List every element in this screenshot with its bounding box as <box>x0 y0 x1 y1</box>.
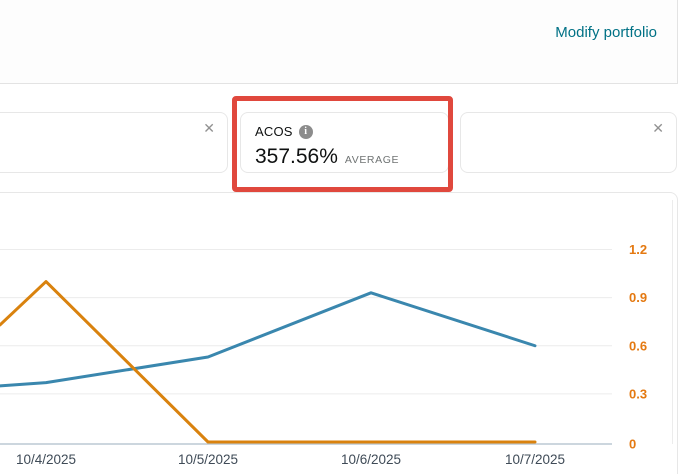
x-axis-tick-label: 10/7/2025 <box>505 452 565 467</box>
y-axis-tick-label: 0 <box>629 437 636 452</box>
x-axis-tick-label: 10/5/2025 <box>178 452 238 467</box>
chart-panel <box>0 192 678 474</box>
line-chart-svg: 0 0.3 0.6 0.9 1.2 10/4/2025 10/5/2025 10/6/2025… <box>0 200 673 467</box>
modify-portfolio-link[interactable]: Modify portfolio <box>555 24 657 41</box>
y-axis-tick-label: 0.9 <box>629 290 647 305</box>
acos-average-label: AVERAGE <box>344 154 400 166</box>
top-bar: Modify portfolio <box>0 0 678 84</box>
metric-card-right[interactable]: ✕ <box>460 112 677 173</box>
metric-card-left[interactable]: ✕ <box>0 112 228 173</box>
y-axis-tick-label: 0.3 <box>629 386 647 401</box>
close-icon[interactable]: ✕ <box>652 120 664 136</box>
y-axis-tick-label: 0.6 <box>629 338 647 353</box>
info-icon[interactable]: i <box>298 124 313 139</box>
metric-card-acos[interactable]: ACOS i 357.56% AVERAGE <box>240 112 449 173</box>
x-axis-tick-label: 10/6/2025 <box>341 452 401 467</box>
acos-card-header: ACOS i <box>255 124 313 139</box>
x-axis-tick-label: 10/4/2025 <box>16 452 76 467</box>
orange-line-series <box>0 280 537 444</box>
acos-title: ACOS <box>255 124 293 139</box>
close-icon[interactable]: ✕ <box>203 120 215 136</box>
acos-value: 357.56% <box>255 145 338 168</box>
blue-line-series <box>0 291 537 388</box>
acos-card-value-row: 357.56% AVERAGE <box>255 145 399 169</box>
y-axis-tick-label: 1.2 <box>629 242 647 257</box>
